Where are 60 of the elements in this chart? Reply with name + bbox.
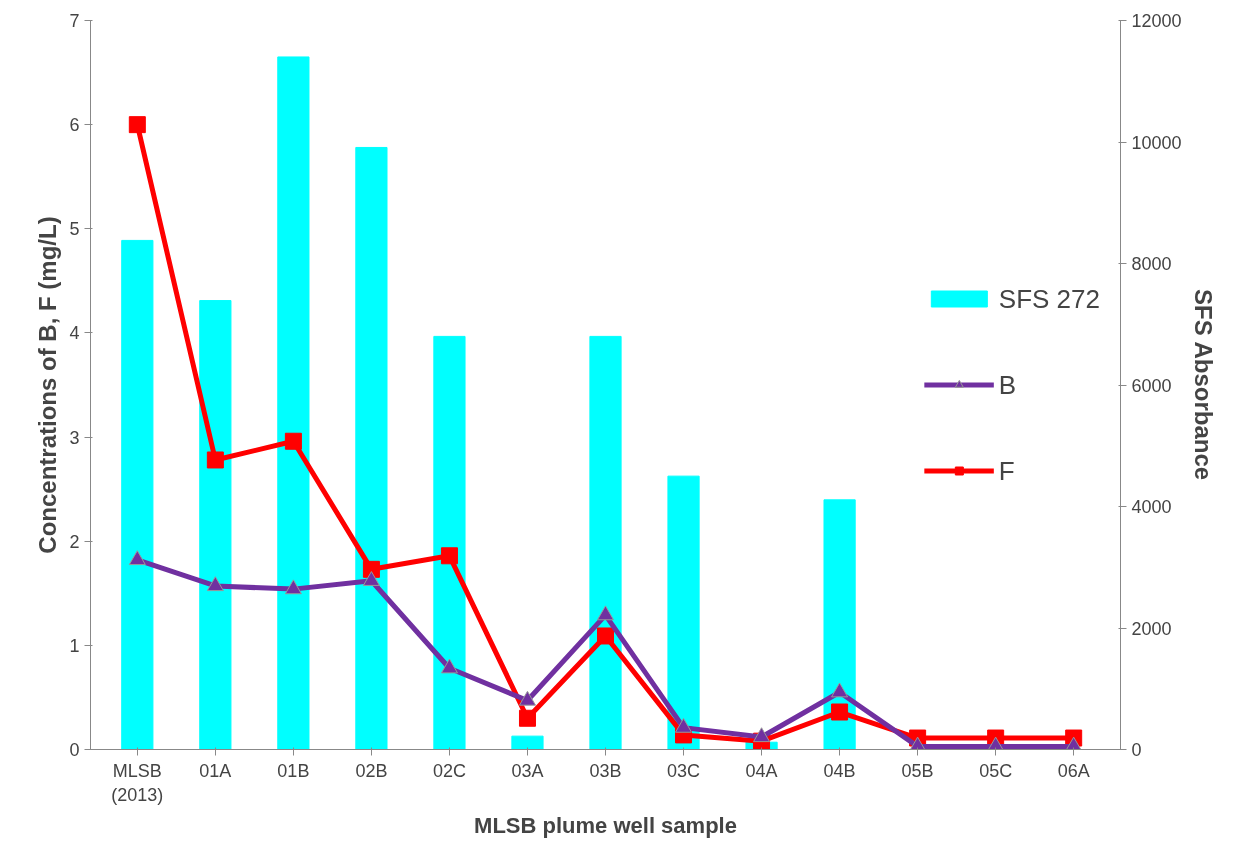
- x-tick-label: 03B: [589, 760, 622, 781]
- point: [597, 605, 614, 621]
- bar: [121, 239, 154, 750]
- x-tick-label: 01A: [199, 760, 232, 781]
- y-tick-label: 2: [69, 531, 80, 552]
- point: [831, 703, 849, 721]
- x-tick-label: 06A: [1057, 760, 1090, 781]
- y-axis-title: Concentrations of B, F (mg/L): [34, 216, 62, 554]
- x-tick-label: 05B: [901, 760, 934, 781]
- bar: [199, 300, 232, 750]
- x-axis-title: MLSB plume well sample: [474, 812, 737, 838]
- point: [675, 717, 693, 733]
- point: [440, 547, 458, 565]
- y-tick-label: 4: [69, 323, 80, 344]
- x-tick-label: 01B: [277, 760, 310, 781]
- y-tick-label: 6: [69, 115, 80, 136]
- y-tick-label: 0: [69, 740, 80, 760]
- point: [284, 432, 302, 450]
- point: [518, 690, 536, 706]
- legend-label: F: [998, 455, 1016, 486]
- point: [362, 571, 380, 586]
- y2-tick-label: 8000: [1131, 254, 1172, 274]
- y2-tick-label: 12000: [1131, 11, 1182, 31]
- y2-tick-label: 6000: [1131, 375, 1172, 396]
- bar: [433, 335, 466, 750]
- point: [518, 709, 536, 727]
- point: [284, 579, 302, 595]
- y2-tick-label: 10000: [1131, 132, 1182, 153]
- point: [440, 658, 458, 674]
- x-tick-label: 03C: [667, 760, 701, 781]
- legend-label: SFS 272: [998, 283, 1100, 314]
- x-tick-label: 04A: [745, 760, 778, 781]
- legend-label: B: [998, 369, 1018, 400]
- point: [206, 451, 224, 469]
- x-tick-label: 02C: [432, 760, 466, 781]
- y2-tick-label: 2000: [1131, 618, 1172, 639]
- point: [128, 550, 146, 566]
- y2-axis-title: SFS Absorbance: [1189, 288, 1217, 481]
- y2-tick-label: 0: [1131, 740, 1142, 760]
- bar: [511, 735, 544, 750]
- bar: [277, 56, 310, 750]
- point: [597, 627, 614, 645]
- point: [753, 727, 771, 743]
- point: [831, 682, 849, 698]
- x-tick-label: 03A: [511, 760, 544, 781]
- bar: [823, 499, 856, 750]
- bar: [355, 146, 388, 750]
- y2-tick-label: 4000: [1131, 497, 1172, 517]
- y-tick-label: 5: [69, 219, 80, 240]
- x-tick-label: MLSB (2013): [111, 760, 164, 805]
- x-tick-label: 05C: [979, 760, 1013, 781]
- y-tick-label: 7: [69, 11, 80, 31]
- point: [128, 116, 146, 134]
- y-tick-label: 1: [69, 635, 80, 656]
- x-tick-label: 04B: [823, 760, 856, 781]
- point: [206, 576, 224, 592]
- bar: [589, 335, 622, 750]
- bar: [667, 475, 700, 750]
- x-tick-label: 02B: [355, 760, 388, 781]
- y-tick-label: 3: [69, 427, 80, 448]
